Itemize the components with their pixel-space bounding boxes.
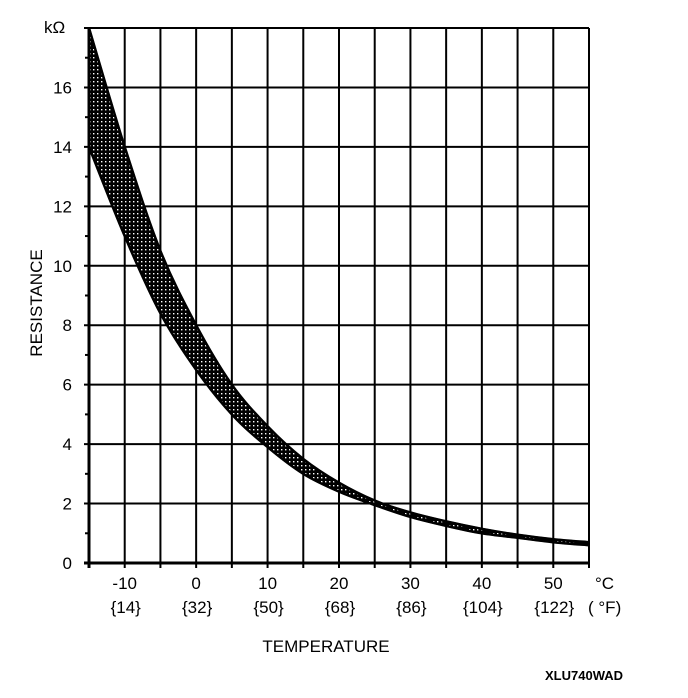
x-tick-label-fahrenheit: {104} — [463, 598, 503, 617]
y-tick-label: 16 — [53, 78, 72, 97]
x-tick-label-celsius: 0 — [191, 574, 200, 593]
y-tick-label: 4 — [63, 435, 72, 454]
x-tick-label-fahrenheit: {50} — [253, 598, 284, 617]
y-tick-label: 14 — [53, 138, 72, 157]
y-axis-title: RESISTANCE — [27, 249, 46, 356]
x-tick-label-fahrenheit: {68} — [325, 598, 356, 617]
x-tick-label-celsius: 40 — [472, 574, 491, 593]
x-unit-celsius: °C — [595, 574, 614, 593]
figure-code: XLU740WAD — [545, 668, 623, 683]
x-tick-label-celsius: -10 — [112, 574, 137, 593]
y-tick-label: 6 — [63, 376, 72, 395]
x-tick-label-celsius: 20 — [330, 574, 349, 593]
x-tick-label-celsius: 30 — [401, 574, 420, 593]
upper-limit-line — [87, 27, 590, 544]
x-tick-label-celsius: 50 — [544, 574, 563, 593]
y-tick-label: 12 — [53, 197, 72, 216]
y-tick-label: 0 — [63, 554, 72, 573]
y-tick-label: 10 — [53, 257, 72, 276]
x-tick-label-fahrenheit: {86} — [396, 598, 427, 617]
grid — [84, 27, 590, 568]
x-tick-label-celsius: 10 — [258, 574, 277, 593]
x-tick-label-fahrenheit: {32} — [182, 598, 213, 617]
lower-limit-line — [87, 146, 590, 547]
x-tick-label-fahrenheit: {122} — [534, 598, 574, 617]
x-axis-title: TEMPERATURE — [262, 637, 389, 656]
x-tick-label-fahrenheit: {14} — [111, 598, 142, 617]
y-tick-label: 2 — [63, 495, 72, 514]
y-tick-label: 8 — [63, 316, 72, 335]
x-unit-fahrenheit: ( °F) — [588, 598, 621, 617]
y-unit-label: kΩ — [44, 18, 65, 37]
